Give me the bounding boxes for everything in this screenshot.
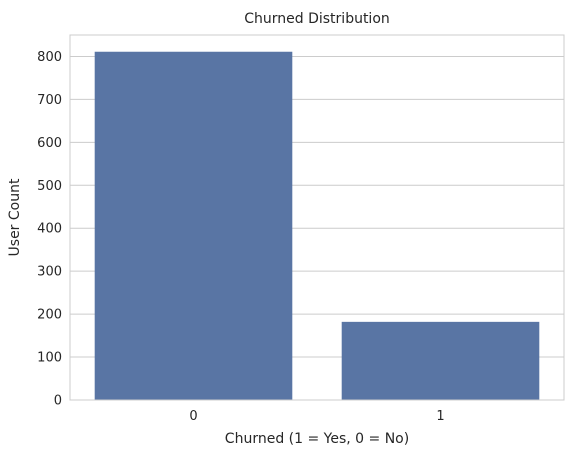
y-tick-label: 100: [37, 351, 62, 366]
y-axis-title: User Count: [7, 178, 23, 256]
y-tick-labels: 0 100 200 300 400 500 600 700 800: [37, 50, 62, 409]
y-tick-label: 600: [37, 136, 62, 151]
chart-title: Churned Distribution: [244, 11, 390, 27]
x-tick-label: 1: [436, 409, 444, 424]
y-tick-label: 300: [37, 265, 62, 280]
y-tick-label: 800: [37, 50, 62, 65]
y-tick-label: 700: [37, 93, 62, 108]
y-tick-label: 500: [37, 179, 62, 194]
bar-1: [341, 321, 540, 400]
bars: [94, 51, 540, 400]
bar-0: [94, 51, 293, 400]
x-axis-title: Churned (1 = Yes, 0 = No): [225, 431, 409, 447]
plot-area-border: [69, 34, 565, 401]
y-tick-label: 400: [37, 222, 62, 237]
y-tick-label: 200: [37, 308, 62, 323]
y-tick-label: 0: [54, 394, 62, 409]
x-tick-label: 0: [189, 409, 197, 424]
